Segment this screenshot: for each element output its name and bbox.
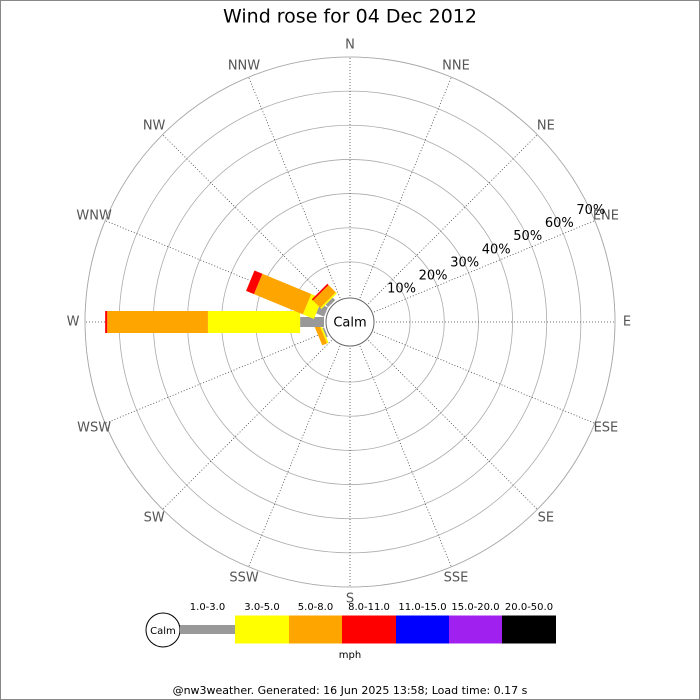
bar-segment <box>313 323 328 346</box>
direction-label: WNW <box>76 208 112 223</box>
r-tick-label: 30% <box>450 255 479 270</box>
ring <box>84 56 616 588</box>
r-tick-label: 50% <box>513 229 542 244</box>
legend-swatch <box>342 615 396 644</box>
spoke <box>373 331 595 424</box>
direction-bars <box>311 283 337 309</box>
bar-segment <box>325 297 336 308</box>
spoke <box>162 134 332 304</box>
legend-swatch <box>289 615 342 644</box>
spoke <box>359 77 452 299</box>
bar-segment <box>311 283 329 301</box>
bars <box>105 270 337 346</box>
legend-label: 5.0-8.0 <box>298 602 333 613</box>
legend-label: 11.0-15.0 <box>398 602 446 613</box>
spoke <box>248 345 341 567</box>
r-tick-label: 60% <box>545 216 574 231</box>
r-tick-label: 40% <box>482 242 511 257</box>
direction-label: SE <box>538 510 554 525</box>
spoke <box>248 77 341 299</box>
direction-label: E <box>623 315 631 330</box>
spoke <box>368 340 538 510</box>
chart-title: Wind rose for 04 Dec 2012 <box>223 6 477 28</box>
spoke <box>373 220 595 313</box>
legend-swatch <box>235 615 289 644</box>
bar-segment <box>312 284 336 308</box>
direction-label: NNW <box>228 59 260 74</box>
direction-bars <box>105 311 324 333</box>
bar-segment <box>105 311 108 333</box>
legend-label: 1.0-3.0 <box>190 602 225 613</box>
unit-label: mph <box>339 650 361 661</box>
direction-label: WSW <box>77 421 111 436</box>
bar-segment <box>316 304 328 317</box>
direction-label: W <box>67 315 80 330</box>
direction-label: NE <box>537 119 555 134</box>
direction-label: SSE <box>444 570 469 585</box>
direction-label: S <box>346 592 354 607</box>
calm-label: Calm <box>333 316 366 331</box>
bar-segment <box>300 317 324 327</box>
bar-segment <box>318 322 329 344</box>
legend-swatch <box>502 615 556 644</box>
r-tick-label: 70% <box>576 203 605 218</box>
spoke <box>368 134 538 304</box>
footer: @nw3weather. Generated: 16 Jun 2025 13:5… <box>173 684 528 697</box>
direction-label: ESE <box>594 421 619 436</box>
legend-label: 20.0-50.0 <box>505 602 553 613</box>
calm-circle <box>325 297 375 347</box>
bar-segment <box>207 311 301 333</box>
r-tick-label: 20% <box>419 268 448 283</box>
legend-label: 8.0-11.0 <box>348 602 390 613</box>
bar-segment <box>107 311 208 333</box>
direction-label: SSW <box>229 570 259 585</box>
direction-bars <box>246 270 328 319</box>
bar-segment <box>320 292 337 309</box>
direction-label: N <box>345 38 355 53</box>
legend-swatch <box>180 625 235 634</box>
direction-label: SW <box>144 510 165 525</box>
r-tick-label: 10% <box>387 281 416 296</box>
legend-swatch <box>396 615 449 644</box>
direction-label: NW <box>143 119 166 134</box>
legend-calm-label: Calm <box>150 626 176 637</box>
legend-label: 3.0-5.0 <box>244 602 279 613</box>
direction-label: ENE <box>593 208 619 223</box>
legend-swatch <box>449 615 502 644</box>
bar-segment <box>246 270 263 295</box>
bar-segment <box>322 327 328 338</box>
direction-label: NNE <box>442 59 470 74</box>
bar-segment <box>253 273 312 315</box>
direction-bars <box>313 322 329 346</box>
spoke <box>105 331 327 424</box>
legend-label: 15.0-20.0 <box>451 602 499 613</box>
spoke <box>359 345 452 567</box>
spoke <box>162 340 332 510</box>
